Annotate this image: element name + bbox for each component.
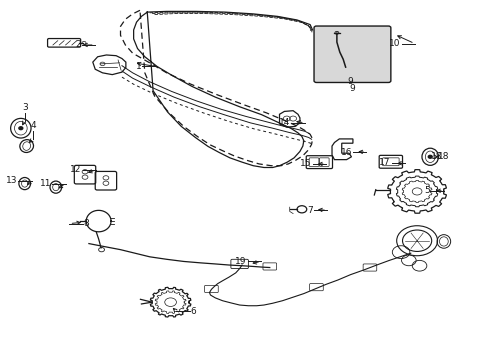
Text: 10: 10 bbox=[388, 39, 400, 48]
Text: 16: 16 bbox=[340, 148, 351, 157]
Circle shape bbox=[19, 127, 23, 130]
Text: 4: 4 bbox=[31, 121, 36, 130]
Text: 14: 14 bbox=[279, 118, 290, 127]
Text: 9: 9 bbox=[347, 77, 353, 86]
Text: 2: 2 bbox=[75, 40, 81, 49]
Text: 13: 13 bbox=[6, 176, 18, 185]
Text: 11: 11 bbox=[40, 179, 51, 188]
Text: 9: 9 bbox=[349, 84, 355, 93]
Text: 3: 3 bbox=[22, 103, 27, 112]
Text: 19: 19 bbox=[235, 257, 246, 266]
Text: 18: 18 bbox=[437, 152, 448, 161]
Text: 15: 15 bbox=[300, 159, 311, 168]
Text: 6: 6 bbox=[190, 307, 196, 316]
FancyBboxPatch shape bbox=[313, 26, 390, 82]
Text: 17: 17 bbox=[379, 158, 390, 167]
Text: 7: 7 bbox=[306, 206, 312, 215]
Text: 1: 1 bbox=[135, 62, 141, 71]
Text: 5: 5 bbox=[423, 186, 429, 195]
Text: 18: 18 bbox=[430, 152, 442, 161]
Text: 12: 12 bbox=[70, 166, 81, 175]
Circle shape bbox=[427, 156, 431, 158]
Text: 8: 8 bbox=[83, 219, 89, 228]
